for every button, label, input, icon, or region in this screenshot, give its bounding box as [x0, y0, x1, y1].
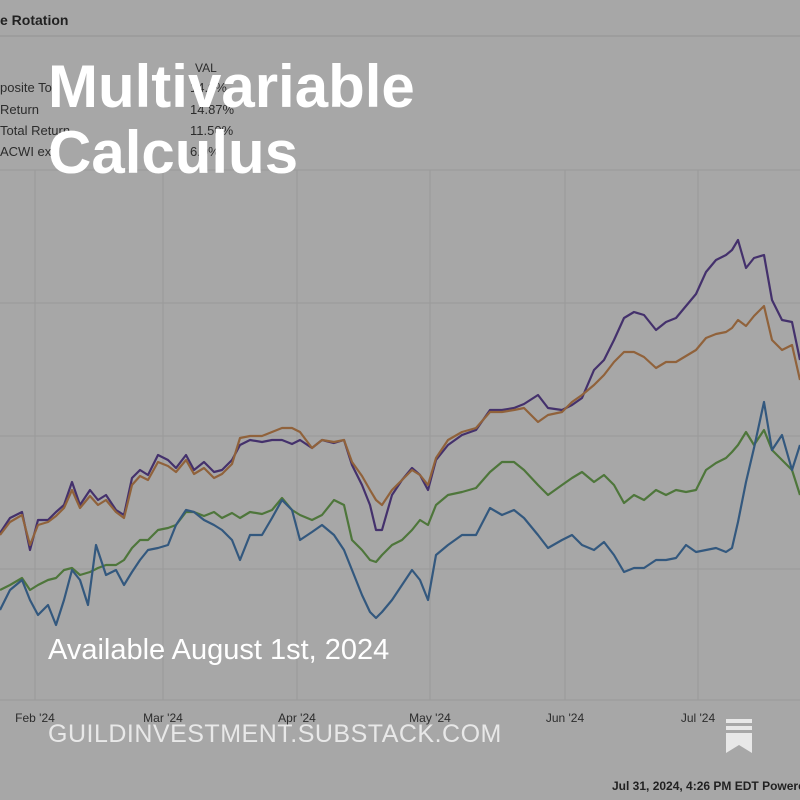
bookmark-icon[interactable]: [724, 718, 754, 754]
site-link[interactable]: GUILDINVESTMENT.SUBSTACK.COM: [48, 720, 502, 748]
legend-value: 6.9%: [190, 144, 220, 159]
x-tick-label: Feb '24: [15, 711, 55, 725]
x-tick-label: Apr '24: [278, 711, 316, 725]
series-line-purple: [0, 238, 800, 552]
series-line-green: [0, 428, 800, 592]
legend-label: Total Return: [0, 123, 70, 138]
post-title: Multivariable Calculus: [48, 54, 608, 186]
legend-header: VAL: [195, 61, 217, 75]
post-title-line-1: Multivariable: [48, 53, 415, 120]
series-line-orange: [0, 304, 800, 547]
chart-title: e Rotation: [0, 12, 68, 28]
legend-value: 11.50%: [190, 123, 234, 138]
legend-label: posite Tot: [0, 80, 56, 95]
x-tick-label: May '24: [409, 711, 451, 725]
post-subtitle: Available August 1st, 2024: [48, 634, 390, 666]
x-axis-ticks: Feb '24 Mar '24 Apr '24 May '24 Jun '24 Jul '…: [15, 711, 715, 725]
legend-value: 14.87%: [190, 102, 235, 117]
series-layer: [0, 238, 800, 627]
x-tick-label: Jul '24: [681, 711, 716, 725]
x-tick-label: Mar '24: [143, 711, 183, 725]
series-line-blue: [0, 400, 800, 627]
legend-label: Return: [0, 102, 39, 117]
chart-legend: posite Tot 14.9% Return 14.87% Total Return 1…: [0, 80, 235, 159]
legend-value: 14.9%: [190, 80, 227, 95]
chart-footer: Jul 31, 2024, 4:26 PM EDT Powere: [612, 779, 800, 793]
chart-gridlines: [0, 169, 800, 701]
x-tick-label: Jun '24: [546, 711, 585, 725]
legend-label: ACWI ex: [0, 144, 52, 159]
post-title-line-2: Calculus: [48, 119, 299, 186]
